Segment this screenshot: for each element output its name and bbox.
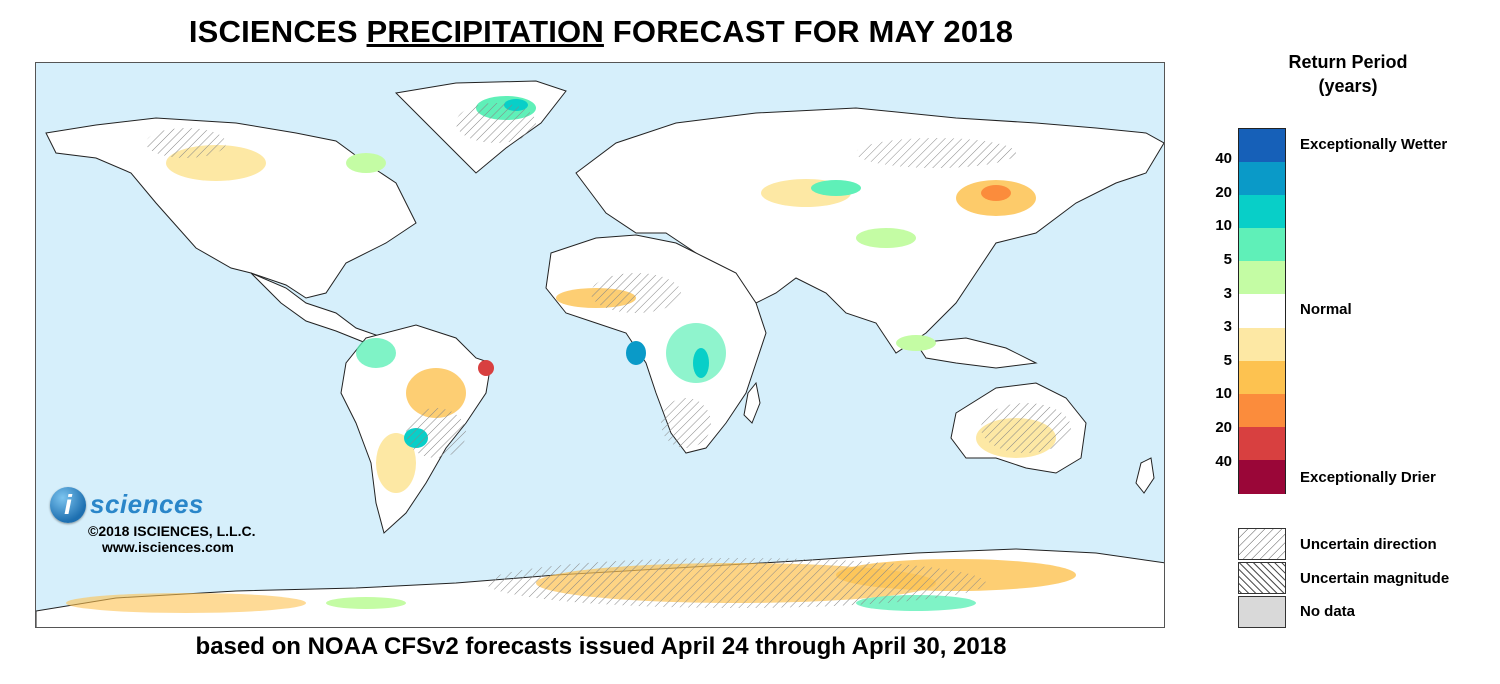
tick-wet-40: 40 <box>1215 150 1232 167</box>
scale-swatch-7 <box>1239 360 1285 395</box>
scale-swatch-8 <box>1239 393 1285 428</box>
scale-swatch-5 <box>1239 294 1285 329</box>
label-uncertain-direction: Uncertain direction <box>1300 536 1437 553</box>
map-title: ISCIENCES PRECIPITATION FORECAST FOR MAY… <box>36 14 1166 50</box>
hatch-uncertain-direction <box>1238 528 1286 560</box>
isciences-logo: i sciences ©2018 ISCIENCES, L.L.C. www.i… <box>50 487 290 557</box>
map-subtitle: based on NOAA CFSv2 forecasts issued Apr… <box>195 633 1007 660</box>
tick-dry-40: 40 <box>1215 453 1232 470</box>
world-map <box>35 62 1165 628</box>
new-zealand <box>1135 457 1155 494</box>
tick-dry-20: 20 <box>1215 419 1232 436</box>
tick-wet-3: 3 <box>1223 285 1232 302</box>
map-svg <box>36 80 1164 627</box>
label-uncertain-magnitude: Uncertain magnitude <box>1300 570 1450 587</box>
legend-title: Return Period (years) <box>1248 50 1448 98</box>
copyright-text: ©2018 ISCIENCES, L.L.C. <box>88 523 256 539</box>
title-precipitation: PRECIPITATION <box>366 14 604 49</box>
legend-title-line-1: Return Period <box>1288 52 1408 72</box>
north-america <box>45 117 417 299</box>
website-url: www.isciences.com <box>102 539 234 555</box>
scale-swatch-2 <box>1239 195 1285 230</box>
southeast-asia-islands <box>915 337 1038 369</box>
logo-wordmark: sciences <box>90 489 204 519</box>
madagascar <box>743 381 761 424</box>
label-exceptionally-wetter: Exceptionally Wetter <box>1300 136 1448 153</box>
scale-swatch-3 <box>1239 228 1285 263</box>
label-no-data: No data <box>1300 603 1356 620</box>
scale-swatch-9 <box>1239 426 1285 461</box>
logo-i-icon: i <box>50 487 86 523</box>
tick-dry-3: 3 <box>1223 318 1232 335</box>
scale-swatch-10 <box>1239 459 1285 494</box>
scale-swatch-4 <box>1239 261 1285 296</box>
hatch-no-data <box>1238 596 1286 628</box>
scale-swatch-1 <box>1239 162 1285 197</box>
uncertain-direction-hatch <box>146 103 1071 608</box>
tick-dry-5: 5 <box>1223 352 1232 369</box>
tick-dry-10: 10 <box>1215 385 1232 402</box>
color-scale <box>1238 128 1286 494</box>
tick-wet-10: 10 <box>1215 217 1232 234</box>
tick-wet-20: 20 <box>1215 184 1232 201</box>
label-exceptionally-drier: Exceptionally Drier <box>1300 469 1436 486</box>
label-normal: Normal <box>1300 301 1352 318</box>
title-part-3: FORECAST FOR MAY 2018 <box>603 14 1014 49</box>
scale-swatch-6 <box>1239 327 1285 362</box>
legend-title-line-2: (years) <box>1318 76 1378 96</box>
hatch-uncertain-magnitude <box>1238 562 1286 594</box>
title-part-1: ISCIENCES <box>188 14 367 49</box>
tick-wet-5: 5 <box>1223 251 1232 268</box>
scale-swatch-0 <box>1239 129 1285 163</box>
